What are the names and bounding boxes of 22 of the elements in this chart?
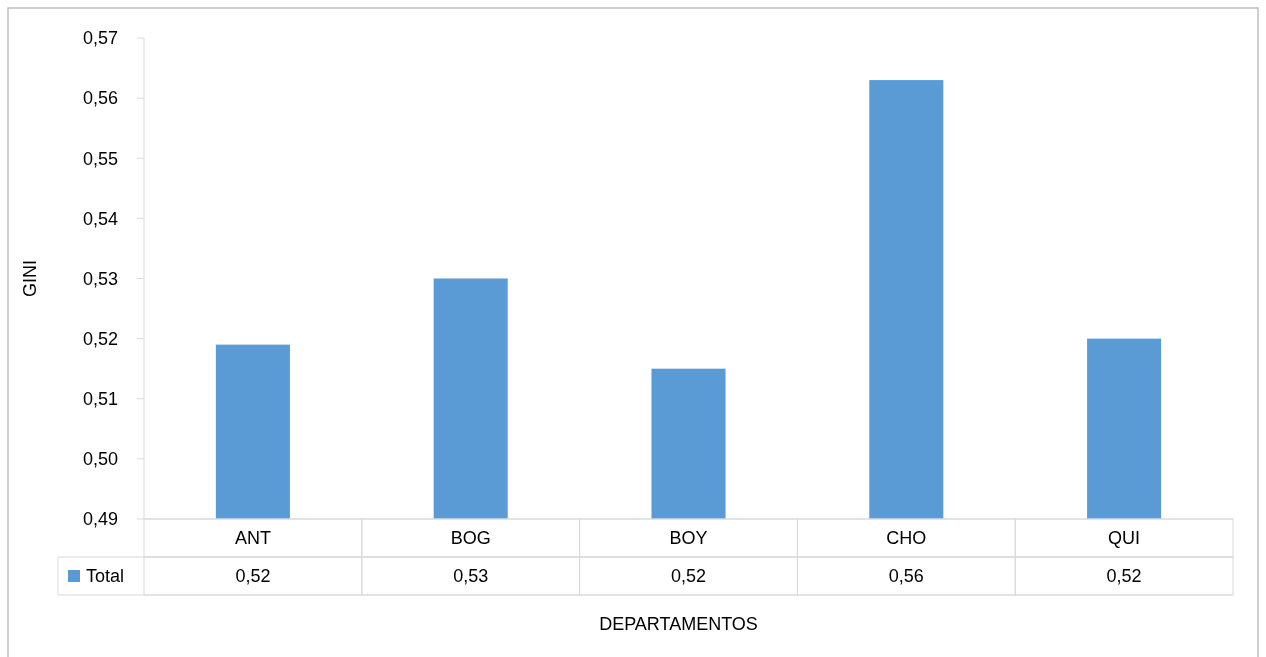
data-label: 0,52 bbox=[670, 566, 707, 587]
data-label: 0,52 bbox=[1106, 566, 1142, 587]
y-tick-label: 0,54 bbox=[82, 208, 118, 229]
data-label: 0,52 bbox=[235, 566, 271, 587]
legend-label: Total bbox=[86, 566, 125, 587]
x-tick-label: ANT bbox=[234, 528, 271, 549]
x-tick-label: BOY bbox=[669, 528, 708, 549]
x-tick-label: CHO bbox=[886, 528, 927, 549]
y-tick-label: 0,55 bbox=[82, 148, 118, 169]
x-tick-label: QUI bbox=[1108, 528, 1141, 549]
data-label: 0,56 bbox=[888, 566, 924, 587]
y-tick-label: 0,52 bbox=[82, 328, 118, 349]
x-tick-label: BOG bbox=[450, 528, 491, 549]
x-axis-title: DEPARTAMENTOS bbox=[599, 614, 758, 635]
data-label: 0,53 bbox=[453, 566, 489, 587]
y-tick-label: 0,57 bbox=[82, 28, 118, 49]
y-tick-label: 0,49 bbox=[82, 509, 118, 530]
y-tick-label: 0,53 bbox=[82, 268, 118, 289]
y-axis-title: GINI bbox=[20, 259, 41, 298]
y-tick-label: 0,56 bbox=[82, 88, 118, 109]
y-tick-label: 0,50 bbox=[82, 449, 118, 470]
y-tick-label: 0,51 bbox=[82, 389, 118, 410]
